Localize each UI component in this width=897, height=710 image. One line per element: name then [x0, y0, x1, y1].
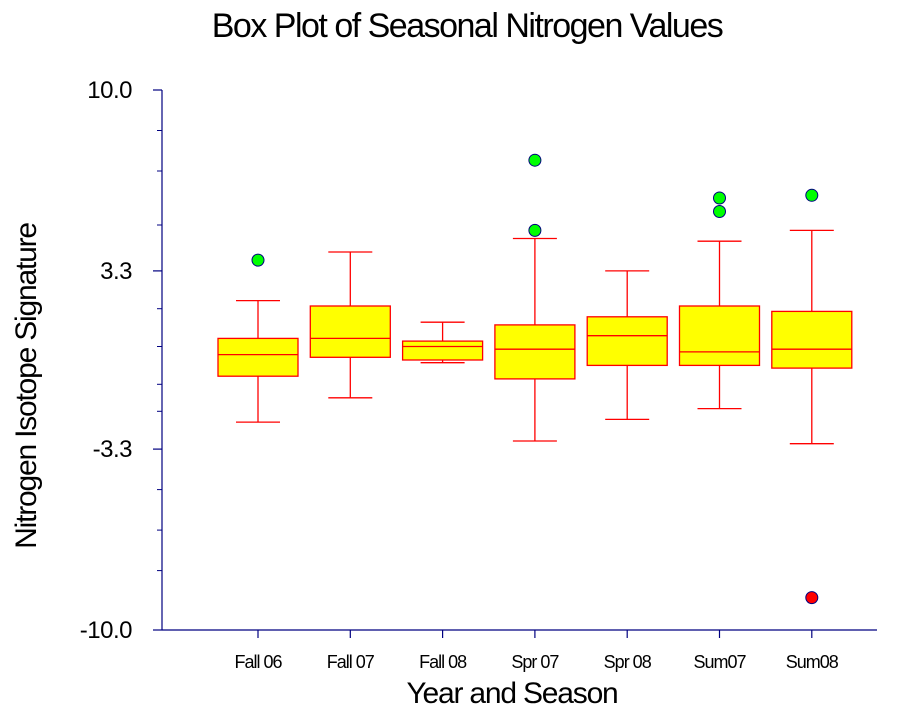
y-tick-label: -10.0: [80, 617, 132, 644]
x-tick-label: Sum07: [693, 652, 746, 672]
box-5: [678, 191, 761, 410]
iqr-box: [771, 310, 853, 369]
iqr-box: [586, 316, 668, 367]
x-tick-label: Fall 07: [327, 652, 375, 672]
outlier-point: [805, 188, 819, 202]
iqr-box: [401, 340, 484, 361]
iqr-box: [309, 305, 391, 358]
iqr-box: [217, 337, 299, 377]
axes: 10.0 3.3 -3.3 -10.0 Fall 06 Fall 07 Fall 08 Spr…: [80, 77, 877, 672]
box-2: [401, 321, 484, 364]
box-6: [771, 188, 853, 605]
x-axis-label: Year and Season: [406, 677, 617, 710]
x-tick-label: Spr 08: [604, 652, 652, 672]
box-1: [309, 251, 391, 399]
y-tick-label: 3.3: [100, 258, 132, 285]
y-tick-label: 10.0: [87, 77, 132, 104]
outlier-point: [713, 205, 726, 218]
y-axis-label: Nitrogen Isotope Signature: [10, 223, 43, 549]
outlier-point: [251, 253, 265, 267]
x-tick-label: Sum08: [786, 652, 839, 672]
box-0: [217, 253, 299, 423]
outlier-point: [528, 153, 542, 167]
chart-title: Box Plot of Seasonal Nitrogen Values: [212, 7, 723, 45]
outlier-point: [805, 591, 819, 605]
box-4: [586, 270, 668, 421]
y-tick-label: -3.3: [93, 436, 133, 463]
box-3: [494, 153, 576, 442]
outlier-point: [713, 191, 726, 205]
x-tick-label: Fall 06: [234, 652, 282, 672]
x-tick-label: Spr 07: [511, 652, 559, 672]
x-tick-label: Fall 08: [419, 652, 467, 672]
outlier-point: [528, 223, 542, 237]
iqr-box: [678, 305, 761, 367]
iqr-box: [494, 324, 576, 380]
boxes-group: [217, 153, 853, 605]
